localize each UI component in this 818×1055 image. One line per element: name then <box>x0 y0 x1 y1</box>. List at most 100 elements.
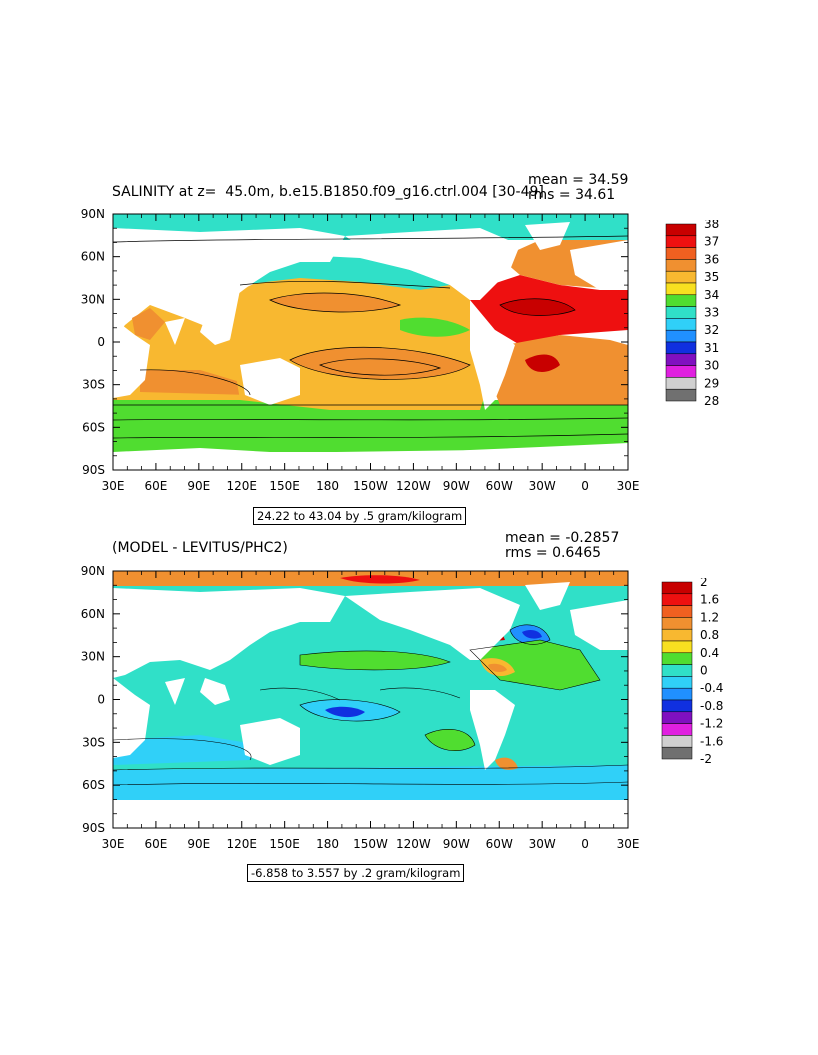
x-tick-label: 150E <box>269 837 300 851</box>
contour-range-label: -6.858 to 3.557 by .2 gram/kilogram <box>247 864 465 882</box>
colorbar-label: -1.2 <box>700 717 723 731</box>
atlantic-positive <box>470 640 600 690</box>
colorbar-swatch <box>665 365 697 378</box>
africa <box>113 318 150 398</box>
x-tick-label: 60E <box>144 837 167 851</box>
x-tick-label: 150W <box>353 479 388 493</box>
indian-fresh <box>113 735 260 765</box>
x-tick-label: 90E <box>187 837 210 851</box>
x-tick-label: 120W <box>396 479 431 493</box>
colorbar-label: 37 <box>704 235 719 249</box>
south-atlantic-positive <box>495 757 518 770</box>
pacific-fresh <box>300 699 400 722</box>
colorbar-swatch <box>661 617 693 630</box>
colorbar-swatch <box>661 687 693 701</box>
contour-range-label: 24.22 to 43.04 by .5 gram/kilogram <box>253 507 467 525</box>
y-tick-label: 30N <box>81 292 105 306</box>
y-tick-label: 90S <box>82 463 105 477</box>
contour <box>509 624 551 645</box>
chart-title: SALINITY at z= 45.0m, b.e15.B1850.f09_g1… <box>112 184 544 200</box>
south-america <box>470 330 515 410</box>
x-tick-label: 60W <box>486 479 513 493</box>
colorbar-label: 30 <box>704 359 719 373</box>
x-tick-label: 60W <box>486 837 513 851</box>
colorbar-swatch <box>665 318 697 331</box>
y-tick-label: 0 <box>97 693 105 707</box>
colorbar-label: -0.4 <box>700 681 723 695</box>
salinity-panel: mean = 34.59 rms = 34.61 SALINITY at z= … <box>81 172 719 525</box>
x-tick-label: 180 <box>316 837 339 851</box>
arabian-sea <box>132 308 165 340</box>
contour <box>113 764 628 771</box>
contour <box>289 346 471 380</box>
eurasia <box>113 588 345 678</box>
y-tick-label: 90S <box>82 821 105 835</box>
x-tick-label: 30E <box>102 479 125 493</box>
colorbar-swatch <box>665 353 697 366</box>
contour <box>299 699 401 722</box>
map-frame <box>112 570 629 829</box>
x-tick-label: 120E <box>227 837 258 851</box>
x-tick-label: 0 <box>581 479 589 493</box>
colorbar-label: -2 <box>700 752 712 766</box>
x-tick-label: 90E <box>187 479 210 493</box>
southern-fresh <box>113 765 628 800</box>
colorbar-label: 0.4 <box>700 646 719 660</box>
australia <box>240 358 300 405</box>
colorbar-swatch <box>661 581 693 595</box>
y-tick-label: 60S <box>82 778 105 792</box>
x-tick-label: 120W <box>396 837 431 851</box>
south-pacific-salty <box>290 347 470 380</box>
colorbar-label: 29 <box>704 376 719 390</box>
southeast-asia <box>200 318 230 345</box>
colorbar-swatch <box>661 605 693 618</box>
colorbar-label: 32 <box>704 323 719 337</box>
x-tick-label: 0 <box>581 837 589 851</box>
contour <box>499 298 576 316</box>
x-tick-label: 150W <box>353 837 388 851</box>
colorbar-label: 31 <box>704 341 719 355</box>
chart-title: (MODEL - LEVITUS/PHC2) <box>112 540 288 556</box>
south-america <box>470 690 515 770</box>
south-pacific-positive <box>425 729 475 751</box>
colorbar-label: 28 <box>704 394 719 408</box>
colorbar-swatch <box>665 235 697 248</box>
colorbar-swatch <box>661 664 693 677</box>
colorbar-swatch <box>665 294 697 307</box>
ocean-base <box>113 580 628 800</box>
x-tick-label: 90W <box>443 479 470 493</box>
med-positive <box>480 658 515 676</box>
colorbar-swatch <box>665 306 697 319</box>
contour <box>259 687 341 701</box>
med-core <box>488 663 507 673</box>
colorbar-swatch <box>665 329 697 343</box>
colorbar-label: 0.8 <box>700 628 719 642</box>
contour <box>113 433 628 439</box>
contour <box>424 729 476 752</box>
salinity-map: 30E 60E 90E 120E 150E 180 150W 120W 90W 60W 30W 0 30… <box>81 207 640 493</box>
colorbar-swatch <box>665 270 697 284</box>
arctic-red <box>340 575 420 584</box>
australia <box>240 718 300 765</box>
map-background <box>113 571 628 828</box>
y-tick-label: 30S <box>82 378 105 392</box>
greenland <box>525 222 570 250</box>
x-tick-label: 60E <box>144 479 167 493</box>
y-tick-label: 60N <box>81 250 105 264</box>
colorbar-swatch <box>665 259 697 272</box>
x-tick-label: 90W <box>443 837 470 851</box>
colorbar-swatch <box>661 628 693 642</box>
colorbar-swatch <box>661 711 693 724</box>
y-tick-label: 90N <box>81 207 105 221</box>
antarctica <box>113 800 628 828</box>
colorbar-swatch <box>661 723 693 736</box>
south-atlantic <box>490 335 628 405</box>
y-tick-label: 60N <box>81 607 105 621</box>
north-pacific-positive <box>300 650 450 670</box>
contour <box>113 235 628 243</box>
colorbar-swatch <box>665 377 697 390</box>
indian-ocean-salty <box>140 370 250 395</box>
rms-label: rms = 34.61 <box>528 187 616 203</box>
equatorial-pacific-fresh <box>400 317 470 337</box>
southeast-asia <box>200 678 230 705</box>
